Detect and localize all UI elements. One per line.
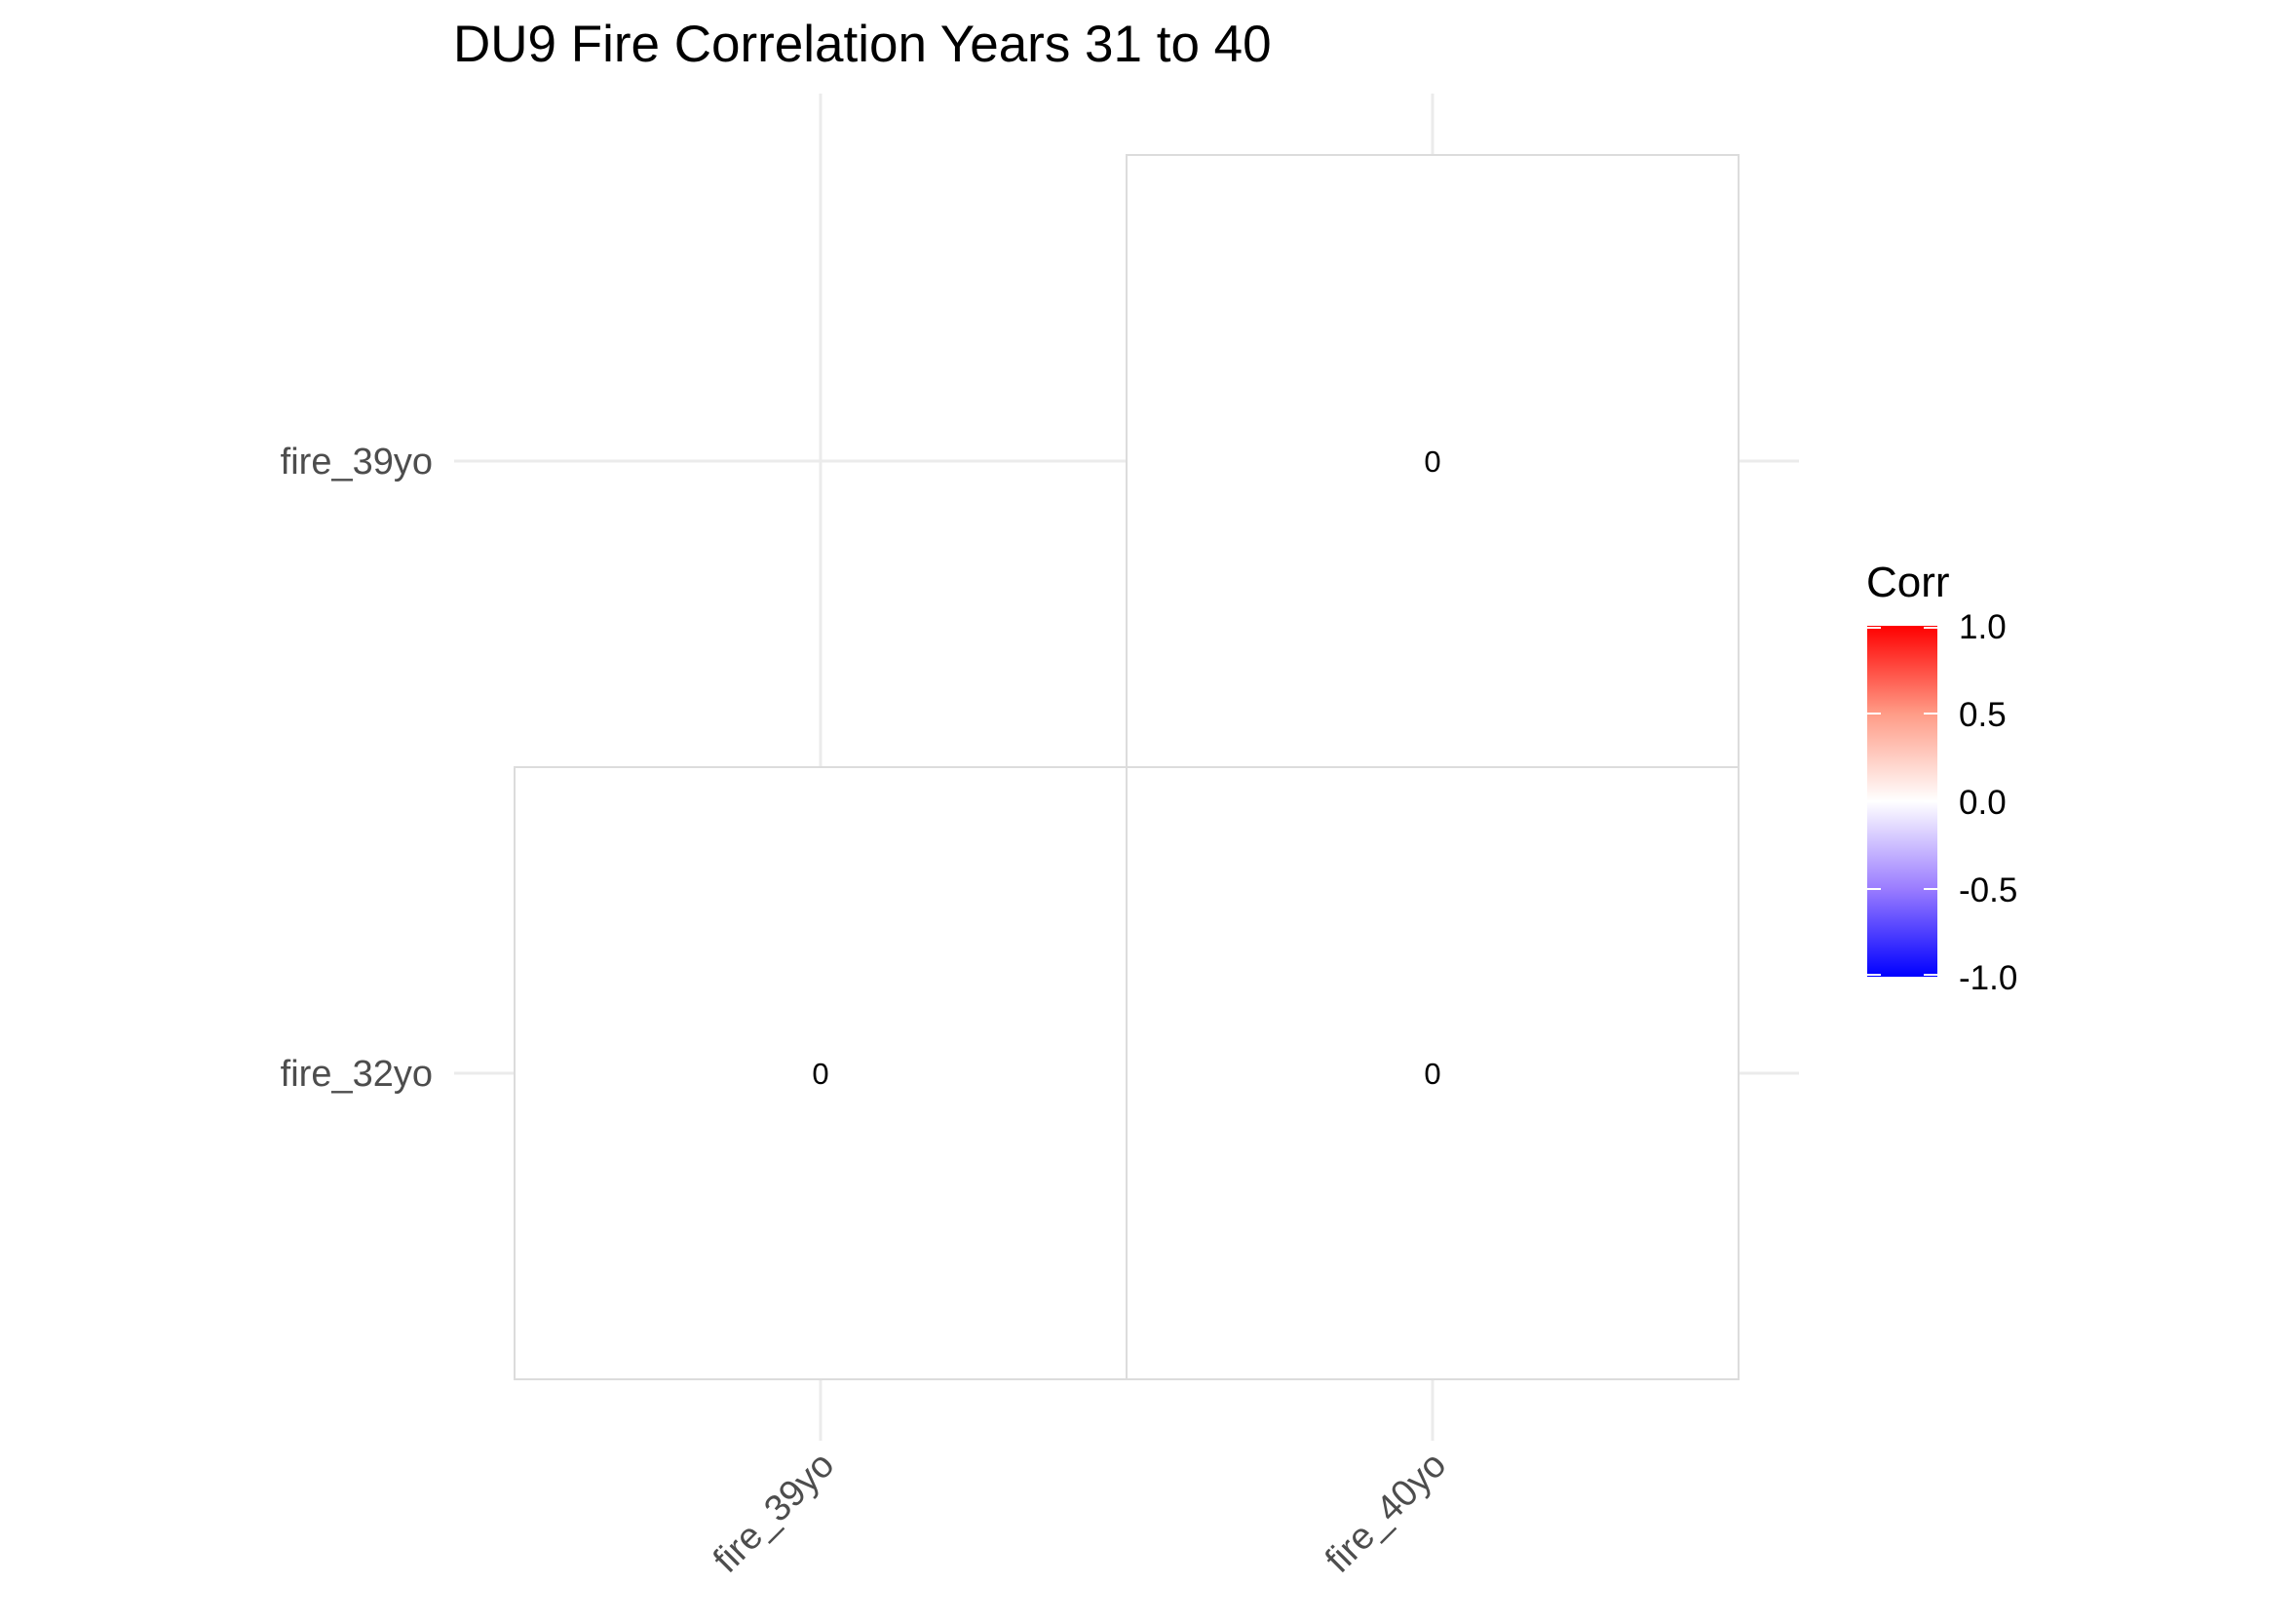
legend-tick-label: 1.0: [1959, 608, 2007, 646]
heatmap-cell: [514, 766, 1128, 1380]
heatmap-cell: [1126, 766, 1740, 1380]
legend-tick-label: -1.0: [1959, 959, 2017, 997]
x-tick-label: fire_39yo: [706, 1445, 842, 1581]
legend-title: Corr: [1866, 559, 1950, 606]
legend: Corr 1.0 0.5 0.0 -0.5 -1.0: [1866, 559, 2017, 997]
cell-value-label: 0: [1424, 1057, 1440, 1091]
x-tick-label: fire_40yo: [1318, 1445, 1454, 1581]
y-axis-tick-labels: fire_32yo fire_39yo: [281, 442, 433, 1095]
cell-value-label: 0: [812, 1057, 828, 1091]
heatmap-cell: [1126, 154, 1740, 768]
chart-title: DU9 Fire Correlation Years 31 to 40: [453, 16, 1272, 73]
legend-tick-label: 0.0: [1959, 784, 2007, 822]
legend-tick-label: 0.5: [1959, 696, 2007, 734]
y-tick-label: fire_39yo: [281, 442, 433, 483]
y-tick-label: fire_32yo: [281, 1054, 433, 1095]
cell-value-label: 0: [1424, 444, 1440, 479]
x-axis-tick-labels: fire_39yo fire_40yo: [706, 1445, 1454, 1581]
legend-tick-label: -0.5: [1959, 871, 2017, 909]
heatmap-cells: 0 0 0: [514, 154, 1740, 1380]
